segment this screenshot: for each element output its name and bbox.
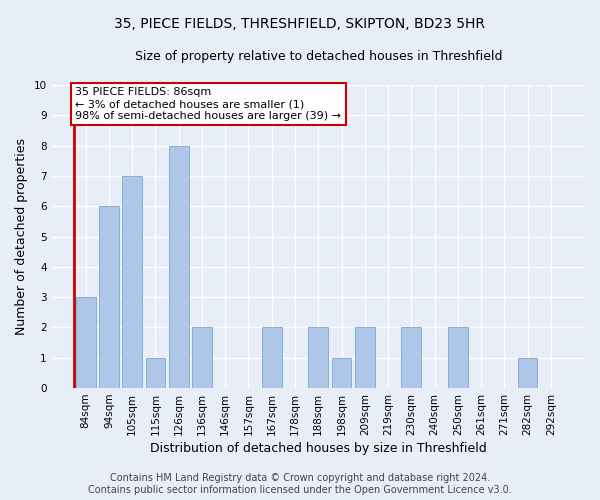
Bar xyxy=(401,328,421,388)
Y-axis label: Number of detached properties: Number of detached properties xyxy=(15,138,28,335)
Bar xyxy=(122,176,142,388)
Bar xyxy=(355,328,374,388)
Text: Contains HM Land Registry data © Crown copyright and database right 2024.
Contai: Contains HM Land Registry data © Crown c… xyxy=(88,474,512,495)
Text: 35 PIECE FIELDS: 86sqm
← 3% of detached houses are smaller (1)
98% of semi-detac: 35 PIECE FIELDS: 86sqm ← 3% of detached … xyxy=(75,88,341,120)
Bar xyxy=(169,146,188,388)
Bar xyxy=(99,206,119,388)
Title: Size of property relative to detached houses in Threshfield: Size of property relative to detached ho… xyxy=(134,50,502,63)
Bar xyxy=(448,328,468,388)
Bar xyxy=(308,328,328,388)
Bar xyxy=(76,297,95,388)
Bar xyxy=(146,358,166,388)
Text: 35, PIECE FIELDS, THRESHFIELD, SKIPTON, BD23 5HR: 35, PIECE FIELDS, THRESHFIELD, SKIPTON, … xyxy=(115,18,485,32)
Bar xyxy=(262,328,281,388)
X-axis label: Distribution of detached houses by size in Threshfield: Distribution of detached houses by size … xyxy=(150,442,487,455)
Bar xyxy=(192,328,212,388)
Bar xyxy=(518,358,538,388)
Bar xyxy=(332,358,352,388)
